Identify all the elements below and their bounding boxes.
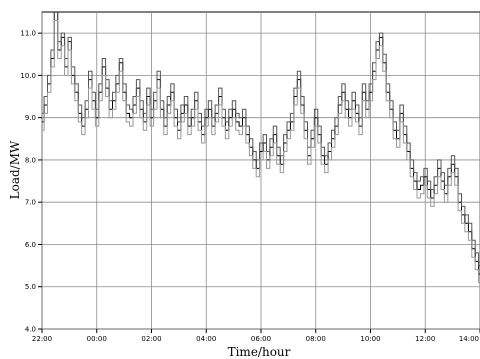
y-tick-label: 11.0 bbox=[20, 30, 36, 38]
series-layer bbox=[42, 12, 480, 283]
y-tick-label: 5.0 bbox=[25, 283, 36, 291]
y-axis: 4.0 5.0 6.0 7.0 8.0 9.0 10.0 11.0 bbox=[20, 30, 42, 334]
y-axis-title: Load/MW bbox=[8, 140, 22, 199]
y-tick-label: 6.0 bbox=[25, 241, 36, 249]
y-tick-label: 8.0 bbox=[25, 156, 36, 164]
series-line-3 bbox=[42, 20, 480, 283]
y-tick-label: 9.0 bbox=[25, 114, 36, 122]
x-axis-title: Time/hour bbox=[228, 345, 291, 359]
x-tick-label: 04:00 bbox=[196, 335, 216, 343]
y-tick-label: 10.0 bbox=[20, 72, 36, 80]
x-tick-label: 14:00 bbox=[459, 335, 479, 343]
x-tick-label: 00:00 bbox=[87, 335, 107, 343]
y-tick-label: 4.0 bbox=[25, 326, 36, 334]
x-axis: 22:00 00:00 02:00 04:00 06:00 08:00 10:00 12:00… bbox=[32, 329, 480, 343]
x-tick-label: 12:00 bbox=[415, 335, 435, 343]
x-tick-label: 06:00 bbox=[251, 335, 271, 343]
x-tick-label: 08:00 bbox=[306, 335, 326, 343]
x-tick-label: 10:00 bbox=[360, 335, 380, 343]
x-tick-label: 02:00 bbox=[141, 335, 161, 343]
x-tick-label: 22:00 bbox=[32, 335, 52, 343]
series-line-2 bbox=[42, 12, 480, 267]
y-tick-label: 7.0 bbox=[25, 199, 36, 207]
